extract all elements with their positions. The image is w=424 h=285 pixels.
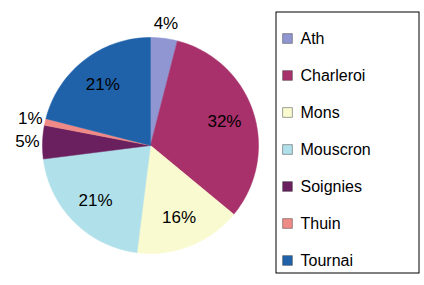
svg-text:4%: 4% [154, 14, 179, 33]
svg-text:Mouscron: Mouscron [301, 141, 371, 158]
svg-text:5%: 5% [15, 132, 40, 151]
svg-text:Mons: Mons [301, 104, 340, 121]
svg-text:Soignies: Soignies [301, 178, 362, 195]
svg-text:21%: 21% [78, 191, 112, 210]
svg-text:16%: 16% [162, 208, 196, 227]
svg-text:Tournai: Tournai [301, 252, 353, 269]
svg-text:1%: 1% [18, 109, 43, 128]
svg-text:Thuin: Thuin [301, 215, 341, 232]
svg-text:32%: 32% [207, 112, 241, 131]
svg-text:Ath: Ath [301, 30, 325, 47]
svg-text:21%: 21% [86, 74, 120, 93]
svg-text:Charleroi: Charleroi [301, 67, 366, 84]
